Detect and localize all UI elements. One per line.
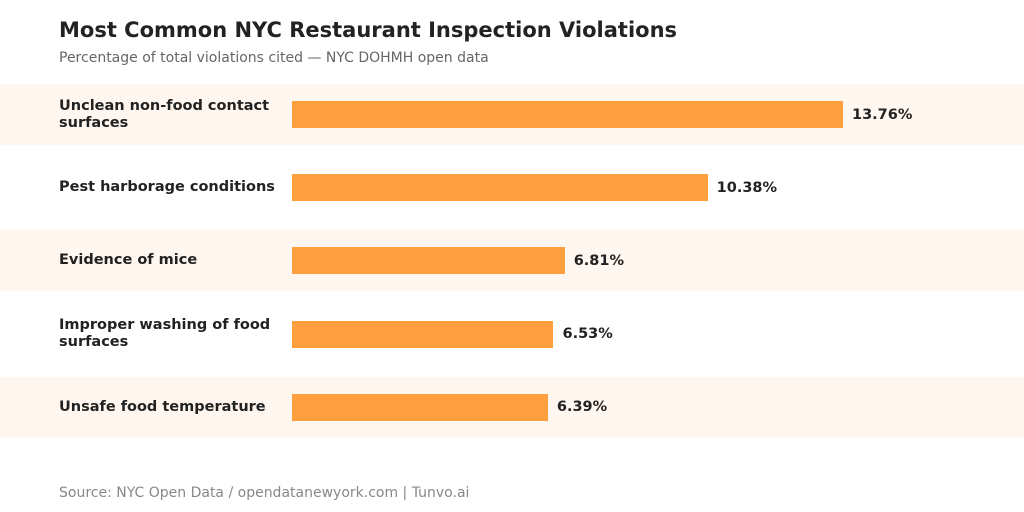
chart-subtitle: Percentage of total violations cited — N… — [59, 50, 489, 66]
category-label-pest-harborage-conditions: Pest harborage conditions — [59, 179, 275, 196]
bar-unclean-non-food-contact-surfaces — [292, 101, 843, 128]
category-label-evidence-of-mice: Evidence of mice — [59, 252, 198, 269]
value-label-improper-washing-of-food-surfaces: 6.53% — [562, 326, 613, 343]
value-label-unclean-non-food-contact-surfaces: 13.76% — [852, 106, 913, 123]
category-label-improper-washing-of-food-surfaces: Improper washing of food surfaces — [59, 317, 271, 351]
value-label-pest-harborage-conditions: 10.38% — [716, 179, 778, 196]
chart-title: Most Common NYC Restaurant Inspection Vi… — [59, 18, 678, 42]
value-label-evidence-of-mice: 6.81% — [573, 252, 624, 269]
bar-evidence-of-mice — [292, 247, 565, 275]
category-label-unclean-non-food-contact-surfaces: Unclean non-food contact surfaces — [59, 97, 270, 131]
value-label-unsafe-food-temperature: 6.39% — [556, 399, 608, 416]
bar-improper-washing-of-food-surfaces — [292, 320, 554, 348]
bar-unsafe-food-temperature — [292, 393, 548, 421]
category-label-unsafe-food-temperature: Unsafe food temperature — [59, 398, 266, 415]
source-footer: Source: NYC Open Data / opendatanewyork.… — [59, 485, 470, 501]
bar-pest-harborage-conditions — [292, 174, 708, 202]
